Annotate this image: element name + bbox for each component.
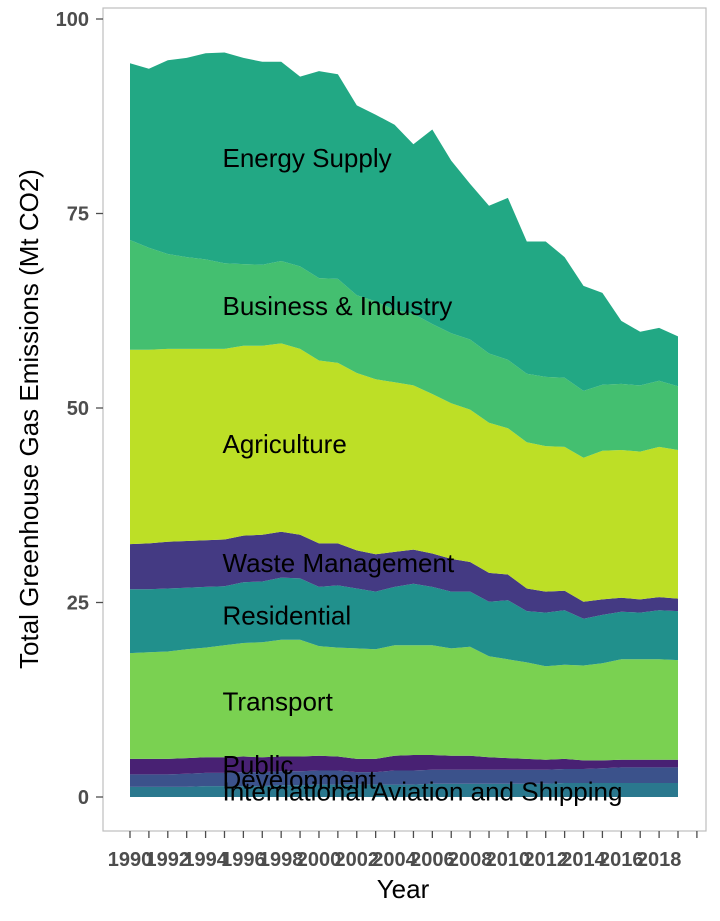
y-axis-title: Total Greenhouse Gas Emissions (Mt CO2) [14,169,44,669]
x-tick-label: 1994 [183,849,228,871]
area-agriculture [130,343,678,602]
label-business-and-industry: Business & Industry [223,291,453,321]
label-waste-management: Waste Management [223,548,455,578]
x-tick-label: 2010 [486,849,531,871]
label-residential: Residential [223,601,352,631]
x-tick-label: 2014 [561,849,606,871]
label-international-aviation-and-shipping: International Aviation and Shipping [223,777,623,807]
x-tick-label: 2002 [335,849,380,871]
x-tick-label: 1990 [108,849,153,871]
label-public: Public [223,750,294,780]
x-tick-label: 2004 [372,849,417,871]
area-international-aviation-and-shipping [130,783,678,797]
x-tick-label: 2000 [297,849,342,871]
x-tick-label: 2008 [448,849,493,871]
label-agriculture: Agriculture [223,429,347,459]
area-transport [130,639,678,761]
area-energy-supply [130,52,678,391]
y-tick-label: 25 [67,593,89,615]
x-axis-title: Year [377,874,430,904]
area-residential [130,577,678,667]
x-tick-label: 2012 [523,849,568,871]
y-tick-label: 75 [67,204,89,226]
x-tick-label: 1992 [146,849,191,871]
label-development: Development [223,765,377,795]
x-axis: 1990199219941996199820002002200420062008… [108,831,698,871]
area-waste-management [130,531,678,619]
area-labels: International Aviation and ShippingDevel… [223,143,623,807]
x-tick-label: 1996 [221,849,266,871]
y-axis: 0 25 50 75 100 [56,9,103,809]
x-tick-label: 2006 [410,849,455,871]
y-tick-label: 50 [67,398,89,420]
y-tick-label: 100 [56,9,89,31]
label-transport: Transport [223,686,334,716]
x-tick-label: 1998 [259,849,304,871]
area-public [130,755,678,775]
y-tick-label: 0 [78,787,89,809]
area-business-and-industry [130,240,678,458]
area-development [130,767,678,787]
area-layers [130,52,678,797]
x-tick-label: 2018 [637,849,682,871]
x-tick-label: 2016 [599,849,644,871]
label-energy-supply: Energy Supply [223,143,392,173]
